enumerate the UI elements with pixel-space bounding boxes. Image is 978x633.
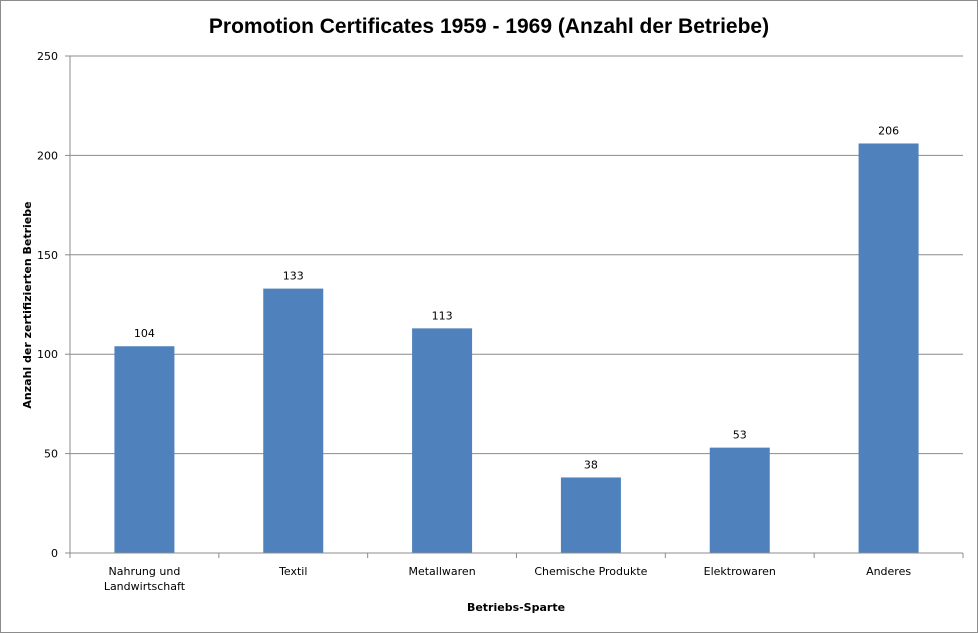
x-tick-label-line: Elektrowaren xyxy=(704,565,776,578)
y-axis-ticks: 0 50 100 150 200 250 xyxy=(37,50,70,560)
bar xyxy=(114,346,175,553)
bar xyxy=(560,477,621,553)
x-axis-ticks: Nahrung und Landwirtschaft Textil Metallwar… xyxy=(69,553,964,593)
x-tick-label-line: Anderes xyxy=(866,565,911,578)
bar xyxy=(709,447,770,553)
data-labels: 104 133 113 38 53 206 xyxy=(134,124,899,471)
data-label: 113 xyxy=(432,309,453,322)
gridlines xyxy=(70,55,963,455)
x-tick-label: Elektrowaren xyxy=(704,565,776,578)
x-tick-label-line: Chemische Produkte xyxy=(534,565,647,578)
x-tick-label-line: Textil xyxy=(278,565,307,578)
x-tick-label: Nahrung und Landwirtschaft xyxy=(104,565,186,593)
y-axis-title: Anzahl der zertifizierten Betriebe xyxy=(21,201,34,408)
x-tick-label: Textil xyxy=(278,565,307,578)
y-tick-label: 50 xyxy=(44,448,58,461)
x-tick-label: Anderes xyxy=(866,565,911,578)
y-tick-label: 200 xyxy=(37,149,58,162)
x-tick-label-line: Landwirtschaft xyxy=(104,580,186,593)
data-label: 38 xyxy=(584,458,598,471)
x-tick-label-line: Nahrung und xyxy=(109,565,181,578)
axes xyxy=(69,56,963,554)
data-label: 104 xyxy=(134,327,155,340)
bars xyxy=(114,143,919,554)
y-tick-label: 250 xyxy=(37,50,58,63)
data-label: 206 xyxy=(878,124,899,137)
bar xyxy=(263,288,324,553)
bar xyxy=(412,328,473,553)
x-tick-label: Chemische Produkte xyxy=(534,565,647,578)
data-label: 133 xyxy=(283,270,304,283)
x-axis-title: Betriebs-Sparte xyxy=(467,601,565,614)
y-tick-label: 0 xyxy=(51,547,58,560)
data-label: 53 xyxy=(733,429,747,442)
chart-title: Promotion Certificates 1959 - 1969 (Anza… xyxy=(209,15,769,38)
x-tick-label: Metallwaren xyxy=(408,565,475,578)
x-tick-label-line: Metallwaren xyxy=(408,565,475,578)
bar xyxy=(858,143,919,554)
y-tick-label: 100 xyxy=(37,348,58,361)
y-tick-label: 150 xyxy=(37,249,58,262)
